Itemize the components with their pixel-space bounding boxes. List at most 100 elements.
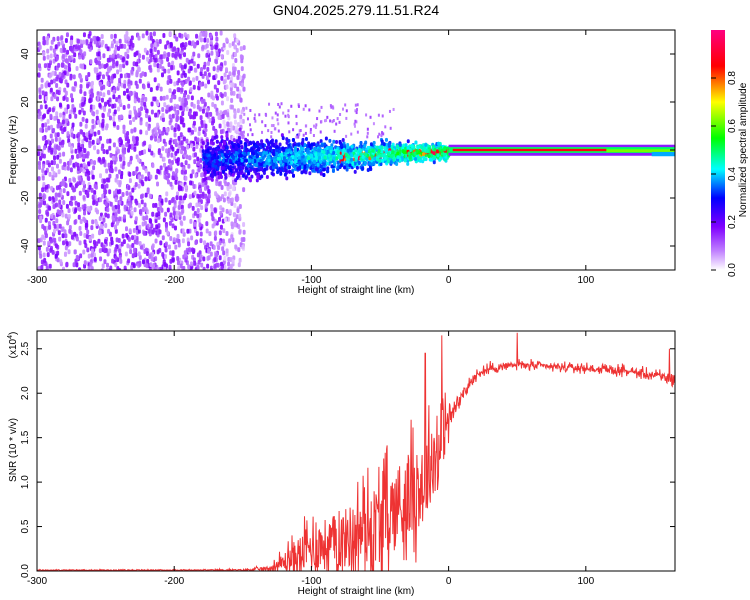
spectrogram-cell xyxy=(198,212,202,218)
spectrogram-cell xyxy=(317,148,321,153)
spectrogram-cell xyxy=(238,229,242,235)
spectrogram-cell xyxy=(114,197,118,203)
spectrogram-cell xyxy=(191,114,195,120)
spectrogram-cell xyxy=(274,163,278,168)
spectrogram-cell xyxy=(366,145,370,150)
spectrogram-cell xyxy=(126,135,130,141)
spectrogram-cell xyxy=(108,173,112,179)
spectrogram-cell xyxy=(432,160,436,165)
spectrogram-cell xyxy=(341,137,345,142)
spectrogram-cell xyxy=(195,75,199,81)
spectrogram-cell xyxy=(56,36,60,42)
spectrogram-cell xyxy=(37,176,41,182)
spectrogram-cell xyxy=(212,169,216,174)
spectrogram-cell xyxy=(138,78,142,84)
spectrogram-cell xyxy=(75,262,79,268)
spectrogram-cell xyxy=(37,146,41,152)
spectrogram-cell xyxy=(52,48,56,54)
spectrogram-cell xyxy=(300,146,304,151)
spectrogram-cells xyxy=(37,30,675,270)
spectrogram-cell xyxy=(62,114,66,120)
spectrogram-cell xyxy=(410,143,414,148)
spectrogram-cell xyxy=(284,162,288,167)
spectrogram-cell xyxy=(233,33,237,39)
spectrogram-cell xyxy=(96,149,100,155)
spectrogram-cell xyxy=(187,264,191,270)
spectrogram-cell xyxy=(214,230,218,236)
spectrogram-cell xyxy=(239,140,243,145)
spectrogram-cell xyxy=(188,194,192,200)
spectrogram-cell xyxy=(120,241,124,247)
spectrogram-cell xyxy=(228,158,232,163)
spectrogram-cell xyxy=(370,162,374,167)
spectrogram-cell xyxy=(70,128,74,134)
spectrogram-cell xyxy=(123,265,127,270)
spectrogram-cell xyxy=(119,258,123,264)
spectrogram-cell xyxy=(88,143,92,149)
spectrogram-cell xyxy=(231,258,235,264)
spectrogram-cell xyxy=(72,195,76,201)
spectrogram-cell xyxy=(116,125,120,131)
spectrogram-cell xyxy=(99,197,103,203)
spectrogram-cell xyxy=(425,148,429,153)
spectrogram-cell xyxy=(45,184,49,190)
spectrogram-cell xyxy=(42,51,46,57)
spectrogram-cell xyxy=(98,248,102,254)
spectrogram-cell xyxy=(140,194,144,200)
spectrogram-cell xyxy=(137,174,141,180)
spectrogram-cell xyxy=(81,101,85,107)
spectrogram-cell xyxy=(46,118,50,124)
spectrogram-cell xyxy=(191,205,195,211)
spectrogram-cell xyxy=(219,224,223,230)
spectrogram-cell xyxy=(62,199,66,205)
spectrogram-cell xyxy=(166,207,170,213)
spectrogram-cell xyxy=(131,187,135,193)
spectrogram-cell xyxy=(384,137,388,142)
spectrogram-cell xyxy=(198,193,202,199)
spectrogram-cell xyxy=(177,184,181,190)
spectrogram-cell xyxy=(169,117,173,123)
spectrogram-cell xyxy=(37,72,41,78)
spectrogram-cell xyxy=(113,73,117,79)
spectrogram-cell xyxy=(213,257,217,263)
spectrogram-cell xyxy=(186,237,190,243)
spectrogram-cell xyxy=(182,265,186,270)
spectrogram-cell xyxy=(108,167,112,173)
spectrogram-cell xyxy=(127,103,131,109)
spectrogram-cell xyxy=(332,150,336,155)
spectrogram-cell xyxy=(134,181,138,187)
spectrogram-cell xyxy=(53,115,57,121)
spectrogram-cell xyxy=(46,35,50,41)
spectrogram-cell xyxy=(194,152,198,158)
spectrogram-cell xyxy=(234,178,238,183)
spectrogram-cell xyxy=(181,208,185,214)
spectrogram-cell xyxy=(381,158,385,163)
spectrogram-cell xyxy=(416,145,420,150)
spectrogram-cell xyxy=(144,96,148,102)
spectrogram-cell xyxy=(104,239,108,245)
spectrogram-cell xyxy=(298,165,302,170)
spectrogram-cell xyxy=(118,200,122,206)
spectrogram-cell xyxy=(228,209,232,215)
spectrogram-cell xyxy=(204,30,208,36)
spectrogram-cell xyxy=(138,111,142,117)
spectrogram-cell xyxy=(78,225,82,231)
spectrogram-cell xyxy=(272,148,276,153)
spectrogram-cell xyxy=(196,137,200,143)
spectrogram-cell xyxy=(423,157,427,162)
spectrogram-cell xyxy=(90,187,94,193)
spectrogram-cell xyxy=(229,256,233,262)
spectrogram-cell xyxy=(183,169,187,175)
spectrogram-cell xyxy=(224,163,228,168)
spectrogram-cell xyxy=(137,228,141,234)
spectrogram-cell xyxy=(112,59,116,65)
spectrogram-cell xyxy=(328,138,332,143)
spectrogram-cell xyxy=(137,35,141,41)
spectrogram-cell xyxy=(121,233,125,239)
spectrogram-cell xyxy=(76,255,80,261)
spectrogram-cell xyxy=(380,145,384,150)
spectrogram-cell xyxy=(366,167,370,172)
spectrogram-cell xyxy=(338,140,342,145)
spectrogram-cell xyxy=(144,192,148,198)
spectrogram-cell xyxy=(53,155,57,161)
